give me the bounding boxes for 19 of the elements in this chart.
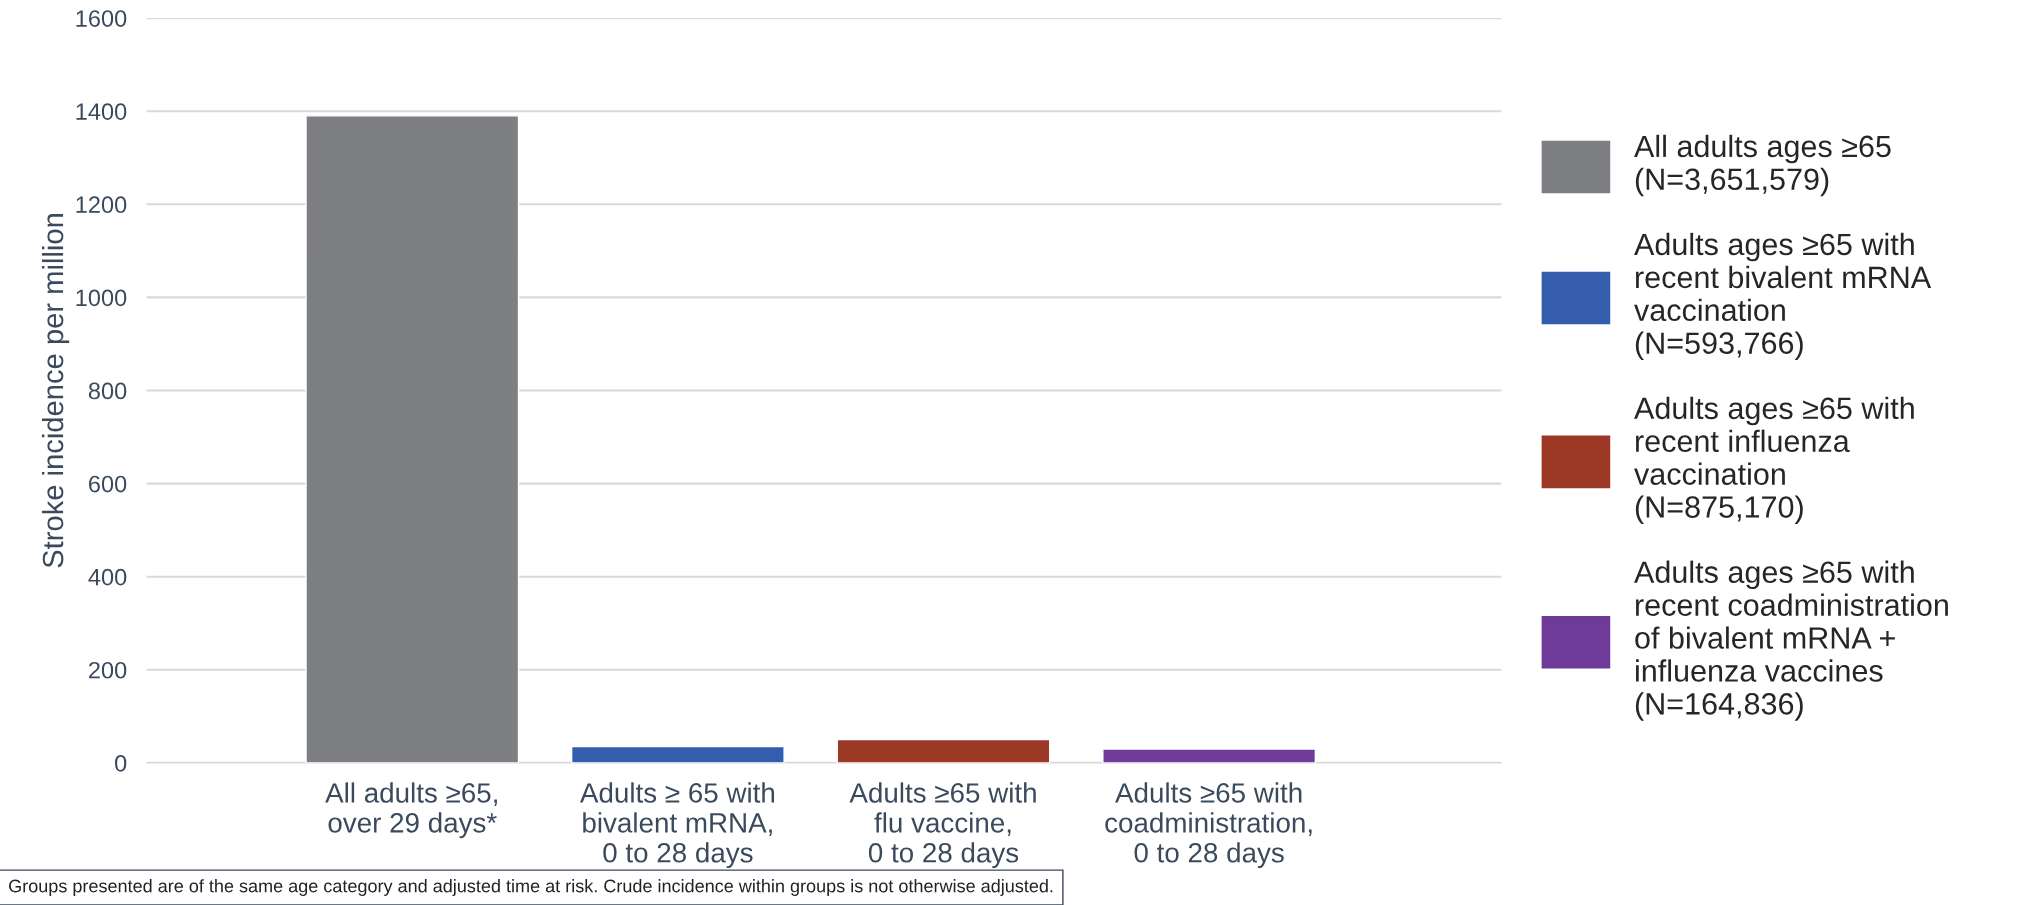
x-tick-label: Adults ≥65 with flu vaccine, 0 to 28 days [849, 782, 1036, 869]
legend-label: Adults ages ≥65 with recent coadministration of bivalent mRNA + influenza vaccines (N=164,836) [1634, 560, 1948, 721]
legend-label: Adults ages ≥65 with recent influenza vaccination (N=875,170) [1634, 396, 1914, 524]
y-tick-label: 1000 [76, 289, 127, 307]
text: Groups presented are of the same age category and adjusted time at risk. Crude incidence within groups is not otherwise adjusted. [9, 879, 1053, 896]
y-tick-label: 1600 [76, 10, 127, 27]
y-tick-label: 1200 [76, 196, 127, 214]
y-tick-label: 0 [115, 754, 127, 772]
legend-label: All adults ages ≥65 (N=3,651,579) [1634, 134, 1891, 197]
x-tick-label: Adults ≥ 65 with bivalent mRNA, 0 to 28 days [579, 782, 775, 869]
y-tick-label: 400 [88, 568, 127, 586]
x-tick-label: All adults ≥65, over 29 days* [325, 782, 497, 839]
y-tick-label: 800 [88, 382, 127, 400]
y-axis-title: Stroke incidence per million [41, 214, 70, 568]
y-tick-label: 600 [89, 475, 127, 493]
x-tick-label: Adults ≥65 with coadministration, 0 to 28 days [1105, 782, 1312, 869]
legend-label: Adults ages ≥65 with recent bivalent mRNA vaccination (N=593,766) [1634, 232, 1932, 361]
y-tick-label: 200 [89, 661, 127, 679]
y-tick-label: 1400 [76, 103, 127, 120]
